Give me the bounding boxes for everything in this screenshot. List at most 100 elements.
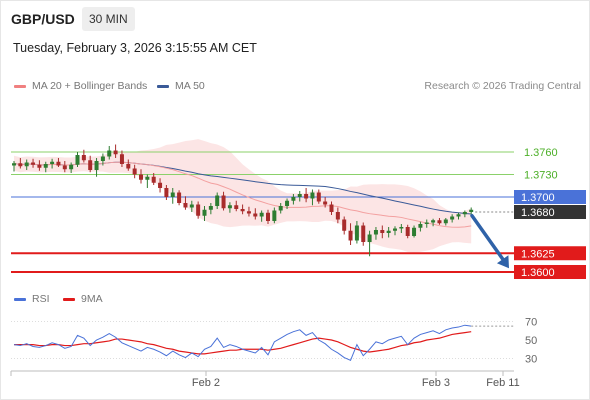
rsi-tick-30: 30 (525, 354, 537, 366)
candle-body (361, 225, 366, 242)
forecast-arrow-shaft (470, 214, 507, 264)
candle-body (208, 206, 213, 210)
candle-body (43, 164, 48, 168)
candle-body (316, 192, 321, 202)
candle-body (215, 195, 220, 206)
candle-body (119, 154, 124, 164)
legend-9ma-label: 9MA (81, 293, 103, 305)
candle-body (291, 197, 296, 201)
candle-body (348, 230, 353, 241)
level-badge-1.3625 (514, 246, 586, 261)
candle-body (132, 168, 137, 175)
legend-ma20: MA 20 + Bollinger Bands (14, 80, 147, 92)
candle-body (367, 234, 372, 242)
candle-body (253, 213, 258, 217)
research-credit: Research © 2026 Trading Central (424, 80, 581, 92)
candle-body (158, 182, 163, 188)
candle-body (386, 230, 391, 233)
legend-ma50: MA 50 (157, 80, 205, 92)
datetime-label: Tuesday, February 3, 2026 3:15:55 AM CET (13, 41, 257, 55)
level-label-1.3700: 1.3700 (521, 192, 555, 204)
legend-rsi: RSI (14, 293, 50, 305)
candle-body (450, 216, 455, 220)
candle-body (151, 176, 156, 183)
legend-rsi-label: RSI (32, 293, 50, 305)
candle-body (31, 162, 36, 165)
candle-body (50, 161, 55, 164)
legend-ma20-label: MA 20 + Bollinger Bands (32, 80, 148, 92)
candle-body (183, 203, 188, 208)
candle-body (412, 227, 417, 236)
rsi-swatch (14, 297, 26, 301)
candle-body (399, 227, 404, 229)
candle-body (393, 228, 397, 231)
candle-body (227, 205, 232, 209)
level-badge-1.3700 (514, 190, 586, 204)
candle-body (234, 205, 239, 209)
legend-9ma: 9MA (63, 293, 103, 305)
candle-body (139, 174, 143, 180)
candle-body (424, 222, 429, 224)
candle-body (107, 150, 112, 157)
candle-body (221, 195, 226, 209)
candle-body (469, 209, 474, 212)
level-label-1.3760: 1.3760 (524, 147, 558, 159)
candle-body (69, 164, 74, 170)
candle-body (113, 150, 118, 155)
candle-body (177, 192, 182, 203)
timeframe-badge[interactable]: 30 MIN (82, 7, 135, 31)
candle-body (342, 219, 347, 231)
level-label-1.3625: 1.3625 (521, 248, 555, 260)
candle-body (81, 155, 86, 161)
rsi-9ma-line (14, 331, 472, 355)
candle-body (266, 212, 270, 221)
rsi-line (13, 324, 472, 362)
candle-body (164, 188, 169, 197)
candle-body (170, 192, 175, 197)
last-price-badge (514, 205, 586, 219)
candle-body (437, 220, 442, 224)
candle-body (354, 225, 359, 241)
candle-body (62, 165, 67, 170)
candle-body (189, 204, 194, 208)
forecast-arrow-head (496, 255, 509, 269)
candle-body (335, 212, 340, 220)
candle-body (37, 164, 42, 168)
candle-body (75, 155, 80, 165)
candle-body (285, 200, 290, 206)
x-axis-label-Feb-2: Feb 2 (192, 377, 220, 389)
ma50-swatch (157, 84, 169, 88)
candle-body (373, 230, 378, 235)
candle-body (278, 206, 283, 211)
candle-body (126, 164, 131, 169)
level-label-1.3730: 1.3730 (524, 170, 558, 182)
candle-body (329, 204, 334, 212)
candle-body (94, 161, 99, 170)
last-price-label: 1.3680 (521, 207, 555, 219)
ma20-swatch (14, 84, 26, 88)
candle-body (246, 211, 251, 214)
candle-body (323, 201, 328, 205)
candle-body (145, 176, 150, 180)
candle-body (443, 219, 448, 224)
candle-body (405, 227, 410, 236)
candle-body (304, 194, 309, 199)
symbol-title: GBP/USD (11, 11, 75, 27)
candle-body (202, 209, 207, 216)
candle-body (259, 212, 264, 217)
candle-body (24, 162, 29, 167)
candle-body (310, 192, 315, 199)
candle-body (431, 220, 436, 223)
x-axis-label-Feb-3: Feb 3 (422, 377, 450, 389)
ma9-swatch (63, 297, 75, 301)
candle-body (12, 163, 16, 166)
candle-body (88, 160, 93, 170)
level-badge-1.3600 (514, 265, 586, 279)
candle-body (272, 210, 277, 221)
level-label-1.3600: 1.3600 (521, 267, 555, 279)
candle-body (380, 230, 385, 233)
candle-body (456, 214, 461, 217)
candle-body (196, 204, 201, 216)
candle-body (418, 224, 423, 228)
